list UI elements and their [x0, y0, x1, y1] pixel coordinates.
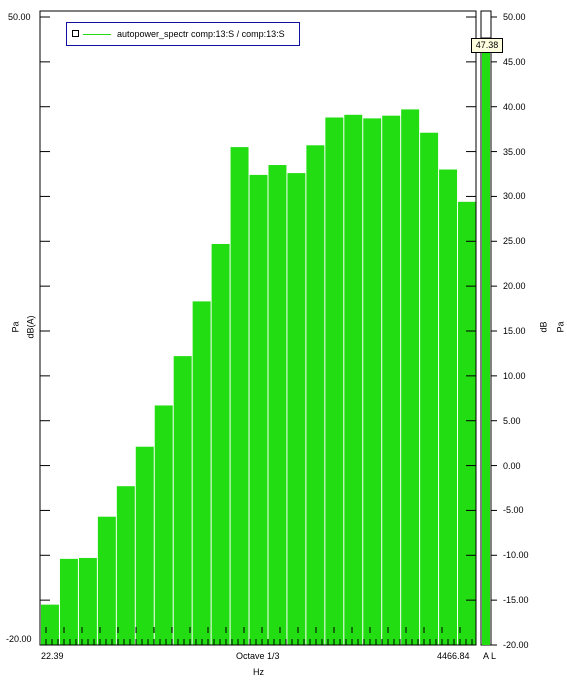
bar-19: [401, 109, 420, 645]
right-axis-unit-bottom: Pa: [555, 321, 566, 333]
bar-18: [382, 115, 401, 645]
legend[interactable]: autopower_spectr comp:13:S / comp:13:S: [66, 22, 300, 46]
bar-9: [211, 243, 230, 646]
bar-8: [192, 301, 211, 645]
right-axis-tick-label-14: -20.00: [503, 640, 529, 650]
bar-17: [363, 118, 382, 645]
bar-7: [173, 356, 192, 645]
bar-5: [135, 446, 154, 645]
bar-11: [249, 174, 268, 645]
legend-swatch: [83, 34, 111, 35]
legend-checkbox[interactable]: [72, 30, 79, 37]
right-axis-tick-label-8: 10.00: [503, 370, 526, 381]
right-axis-unit-top: dB: [538, 321, 549, 333]
bar-3: [97, 516, 116, 645]
right-axis-tick-label-3: 35.00: [503, 146, 526, 157]
right-axis-tick-label-1: 45.00: [503, 56, 526, 67]
bar-2: [78, 557, 97, 645]
right-axis-tick-label-4: 30.00: [503, 191, 526, 202]
right-axis-tick-label-0: 50.00: [503, 12, 526, 22]
right-axis-tick-label-11: -5.00: [503, 505, 524, 516]
bar-1: [59, 558, 78, 645]
bar-20: [420, 132, 439, 646]
bar-6: [154, 405, 173, 645]
right-axis-tick-label-2: 40.00: [503, 101, 526, 112]
bar-16: [344, 114, 363, 646]
right-axis-tick-label-7: 15.00: [503, 326, 526, 336]
bar-14: [306, 145, 325, 646]
x-axis-min-label: 22.39: [41, 651, 64, 661]
left-axis-bottom-label: -20.00: [6, 634, 32, 644]
right-axis-tick-label-5: 25.00: [503, 236, 526, 247]
bar-10: [230, 147, 249, 645]
level-meter-value: 47.38: [471, 37, 503, 53]
x-axis-unit: Hz: [253, 667, 264, 677]
x-axis-max-label: 4466.84: [437, 651, 470, 661]
bar-4: [116, 486, 135, 645]
bar-series: [41, 109, 476, 646]
right-axis-tick-label-12: -10.00: [503, 550, 529, 561]
left-axis-top-label: 50.00: [8, 12, 31, 22]
right-axis-tick-label-9: 5.00: [503, 415, 521, 426]
right-axis-tick-label-13: -15.00: [503, 595, 529, 606]
x-axis-band-label: Octave 1/3: [236, 651, 280, 661]
bar-22: [458, 201, 476, 645]
right-axis-tick-label-10: 0.00: [503, 460, 521, 471]
bar-21: [439, 169, 458, 645]
legend-entry-label: autopower_spectr comp:13:S / comp:13:S: [117, 29, 285, 39]
x-axis-minor-ticks: [45, 627, 473, 645]
level-meter-channel-label: A L: [483, 651, 497, 661]
left-axis-ticks: [40, 16, 50, 646]
bar-15: [325, 117, 344, 646]
bar-0: [41, 604, 59, 645]
right-axis-tick-label-6: 20.00: [503, 281, 526, 292]
right-axis-ticks: [466, 16, 497, 646]
left-axis-unit-top: Pa: [10, 321, 21, 333]
bar-12: [268, 165, 287, 645]
bar-13: [287, 173, 306, 645]
level-meter-fill: [482, 40, 490, 645]
left-axis-unit-bottom: dB(A): [25, 315, 36, 339]
plot-frame: [39, 10, 477, 646]
